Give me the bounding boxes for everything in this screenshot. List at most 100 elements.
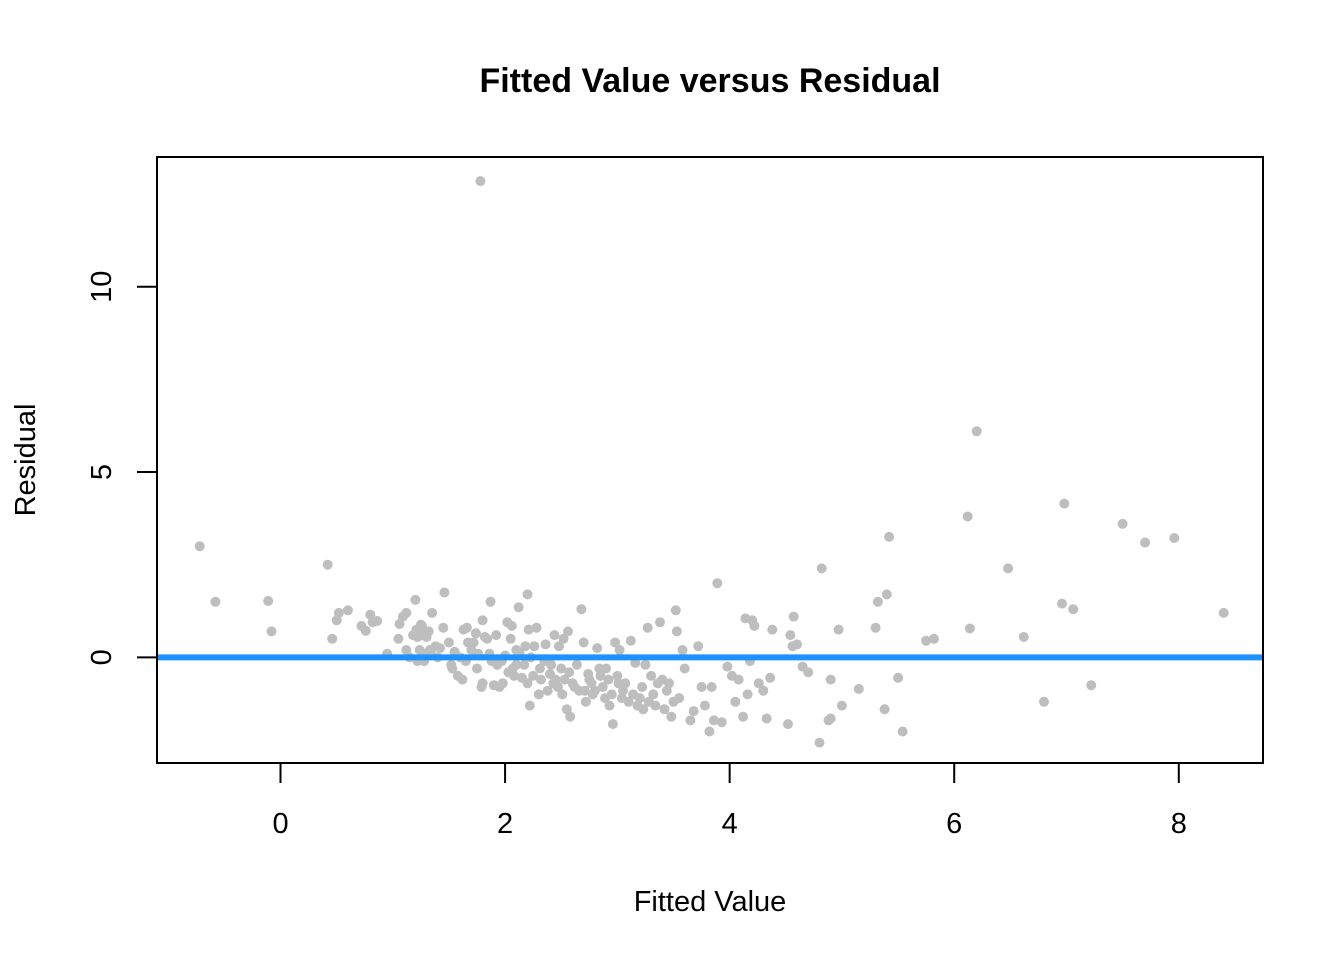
data-point-104 (549, 630, 560, 641)
data-point-157 (646, 670, 657, 681)
data-point-178 (704, 726, 715, 737)
data-point-195 (761, 713, 772, 724)
data-point-216 (881, 589, 892, 600)
data-point-108 (556, 663, 567, 674)
data-point-139 (610, 637, 621, 648)
data-point-233 (1140, 537, 1151, 548)
x-tick-label-3: 6 (946, 808, 962, 840)
data-point-40 (438, 622, 449, 633)
data-point-215 (879, 704, 890, 715)
data-point-111 (559, 674, 570, 685)
data-point-92 (528, 670, 539, 681)
data-point-82 (513, 602, 524, 613)
data-point-187 (738, 711, 749, 722)
data-point-95 (533, 689, 544, 700)
data-point-198 (783, 719, 793, 730)
data-point-123 (580, 696, 591, 707)
data-point-11 (365, 609, 376, 620)
data-point-227 (1039, 696, 1049, 707)
data-point-77 (506, 620, 517, 631)
data-point-230 (1068, 604, 1079, 615)
data-point-210 (833, 624, 844, 635)
data-point-149 (630, 657, 641, 668)
data-point-222 (962, 511, 973, 522)
data-point-202 (792, 639, 802, 650)
data-point-180 (708, 715, 719, 726)
data-point-60 (477, 615, 488, 626)
plot-frame (156, 156, 1264, 764)
data-point-48 (457, 674, 468, 685)
data-point-89 (523, 624, 534, 635)
data-point-229 (1059, 498, 1070, 509)
x-tick-label-2: 4 (722, 808, 738, 840)
data-point-199 (785, 630, 796, 641)
data-point-225 (1003, 563, 1014, 574)
data-point-107 (554, 641, 564, 652)
data-point-137 (606, 689, 617, 700)
data-point-55 (470, 628, 481, 639)
data-point-76 (505, 633, 516, 644)
data-point-177 (699, 700, 710, 711)
data-point-118 (571, 659, 582, 670)
data-point-115 (565, 711, 576, 722)
chart-title: Fitted Value versus Residual (479, 62, 940, 100)
data-point-110 (558, 633, 569, 644)
data-point-42 (443, 637, 454, 648)
data-point-166 (666, 711, 677, 722)
data-point-114 (564, 667, 575, 678)
data-point-22 (410, 594, 421, 605)
data-point-93 (529, 641, 540, 652)
data-point-87 (522, 678, 533, 689)
data-point-1 (210, 596, 221, 607)
data-point-211 (836, 700, 847, 711)
data-point-154 (640, 659, 651, 670)
data-point-81 (511, 659, 522, 670)
x-tick-label-4: 8 (1171, 808, 1187, 840)
data-point-213 (870, 622, 881, 633)
data-point-201 (788, 611, 799, 622)
data-point-2 (263, 596, 274, 606)
data-point-13 (372, 616, 383, 626)
data-point-138 (607, 719, 618, 730)
data-point-168 (670, 605, 681, 616)
data-point-189 (742, 689, 753, 700)
data-point-121 (578, 637, 589, 648)
data-point-209 (825, 674, 836, 685)
data-point-158 (648, 689, 659, 700)
data-point-175 (693, 641, 704, 652)
data-point-182 (716, 717, 727, 728)
data-point-72 (497, 678, 508, 689)
data-point-36 (427, 607, 438, 618)
data-point-172 (679, 663, 690, 674)
data-point-176 (696, 682, 707, 692)
x-tick-label-1: 2 (497, 808, 513, 840)
data-point-135 (603, 674, 614, 685)
data-point-44 (447, 663, 458, 674)
data-point-109 (557, 689, 568, 700)
data-point-174 (688, 706, 699, 717)
data-point-224 (971, 426, 982, 437)
data-point-183 (722, 661, 733, 672)
data-point-221 (929, 633, 939, 644)
data-point-204 (803, 667, 814, 678)
data-point-106 (552, 682, 563, 692)
data-point-79 (509, 670, 520, 681)
data-point-3 (266, 626, 277, 637)
data-point-185 (730, 696, 741, 707)
data-point-152 (637, 682, 648, 692)
data-point-120 (576, 604, 587, 615)
data-point-18 (401, 607, 412, 618)
data-point-153 (638, 704, 649, 715)
data-point-100 (542, 685, 553, 696)
data-point-165 (664, 678, 674, 689)
data-point-10 (360, 625, 371, 636)
data-point-15 (393, 633, 404, 644)
y-tick-label-2: 10 (86, 271, 118, 303)
data-point-234 (1169, 533, 1180, 543)
data-point-63 (482, 633, 493, 644)
data-point-90 (524, 700, 535, 711)
data-point-51 (461, 622, 472, 633)
data-point-102 (546, 659, 557, 670)
data-point-181 (712, 578, 723, 589)
